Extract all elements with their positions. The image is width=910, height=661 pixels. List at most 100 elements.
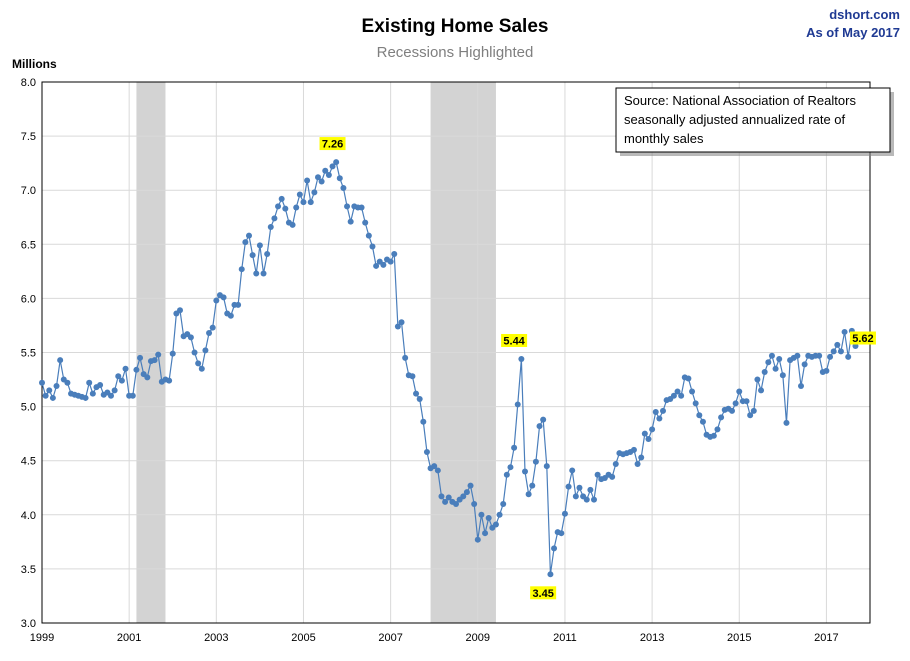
x-tick-labels: 1999 2001 2003 2005 2007 2009 2011 2013 2015 2017	[30, 632, 839, 644]
data-point	[249, 252, 256, 259]
data-point	[496, 511, 503, 518]
data-point	[325, 172, 332, 179]
y-tick-label-1: 3.5	[21, 564, 36, 576]
data-point	[431, 463, 438, 470]
data-point	[747, 412, 754, 419]
data-point	[220, 294, 227, 301]
data-point	[609, 473, 616, 480]
data-point	[674, 388, 681, 395]
data-point	[801, 361, 808, 368]
source-line-3: monthly sales	[624, 131, 704, 146]
data-point	[402, 354, 409, 361]
data-point	[485, 515, 492, 522]
data-point	[652, 409, 659, 416]
data-point	[696, 412, 703, 419]
data-point	[518, 355, 525, 362]
data-point	[202, 347, 209, 354]
data-point	[779, 372, 786, 379]
source-line-1: Source: National Association of Realtors	[624, 93, 856, 108]
annotation-7.26: 7.26	[319, 137, 346, 151]
data-point	[768, 352, 775, 359]
y-tick-label-7: 6.5	[21, 239, 36, 251]
annotation-highlight	[501, 333, 528, 347]
data-point	[195, 360, 202, 367]
data-point	[49, 394, 56, 401]
data-point	[630, 446, 637, 453]
annotation-label: 3.45	[532, 588, 553, 600]
data-point	[42, 392, 49, 399]
data-point	[271, 215, 278, 222]
x-tick-label-7: 2013	[640, 632, 664, 644]
x-tick-label-1: 2001	[117, 632, 141, 644]
data-point	[569, 467, 576, 474]
data-point	[209, 324, 216, 331]
data-point	[82, 394, 89, 401]
data-point	[841, 328, 848, 335]
data-point	[761, 368, 768, 375]
y-tick-label-6: 6.0	[21, 293, 36, 305]
data-point	[57, 357, 64, 364]
data-point	[583, 496, 590, 503]
data-point	[649, 426, 656, 433]
x-tick-label-4: 2007	[378, 632, 402, 644]
annotation-3.45: 3.45	[530, 586, 557, 600]
data-point	[467, 482, 474, 489]
data-point	[503, 471, 510, 478]
data-point	[329, 163, 336, 170]
data-point	[474, 536, 481, 543]
sales-series	[39, 159, 863, 578]
data-point	[685, 375, 692, 382]
data-point	[39, 379, 45, 386]
y-tick-label-10: 8.0	[21, 77, 36, 89]
data-point	[837, 348, 844, 355]
data-point	[551, 545, 558, 552]
data-point	[816, 352, 823, 359]
data-point	[536, 423, 543, 430]
data-point	[478, 511, 485, 518]
annotation-5.44: 5.44	[501, 333, 528, 347]
data-point	[540, 416, 547, 423]
data-point	[137, 354, 144, 361]
data-point	[264, 251, 271, 258]
x-tick-label-8: 2015	[727, 632, 751, 644]
data-point	[365, 232, 372, 239]
data-point	[315, 174, 321, 181]
data-point	[144, 374, 151, 381]
data-point	[732, 400, 739, 407]
data-point	[729, 407, 735, 414]
data-point	[155, 351, 162, 358]
data-point	[638, 454, 645, 461]
data-point	[718, 414, 725, 421]
x-tick-label-5: 2009	[466, 632, 490, 644]
data-point	[89, 390, 96, 397]
x-tick-label-6: 2011	[553, 632, 577, 644]
data-point	[507, 464, 514, 471]
data-point	[772, 365, 779, 372]
data-point	[108, 392, 114, 399]
data-point	[111, 387, 118, 394]
data-point	[689, 388, 696, 395]
y-tick-labels: 3.0 3.5 4.0 4.5 5.0 5.5 6.0 6.5 7.0 7.5 8.0	[21, 77, 36, 630]
data-point	[453, 500, 459, 507]
data-point	[750, 407, 757, 414]
data-point	[344, 203, 351, 210]
data-point	[282, 205, 289, 212]
data-point	[256, 242, 263, 249]
data-point	[242, 239, 249, 246]
data-point	[296, 191, 303, 198]
data-point	[86, 379, 93, 386]
data-point	[492, 521, 499, 528]
chart-subtitle: Recessions Highlighted	[377, 44, 534, 61]
data-point	[373, 262, 380, 269]
data-point	[391, 251, 398, 258]
data-point	[267, 223, 274, 230]
y-tick-label-3: 4.5	[21, 456, 36, 468]
data-point	[336, 175, 343, 182]
data-point	[151, 357, 158, 364]
data-point	[293, 204, 300, 211]
data-point	[434, 467, 441, 474]
data-point	[187, 334, 194, 341]
data-point	[307, 199, 314, 206]
data-point	[246, 232, 252, 239]
